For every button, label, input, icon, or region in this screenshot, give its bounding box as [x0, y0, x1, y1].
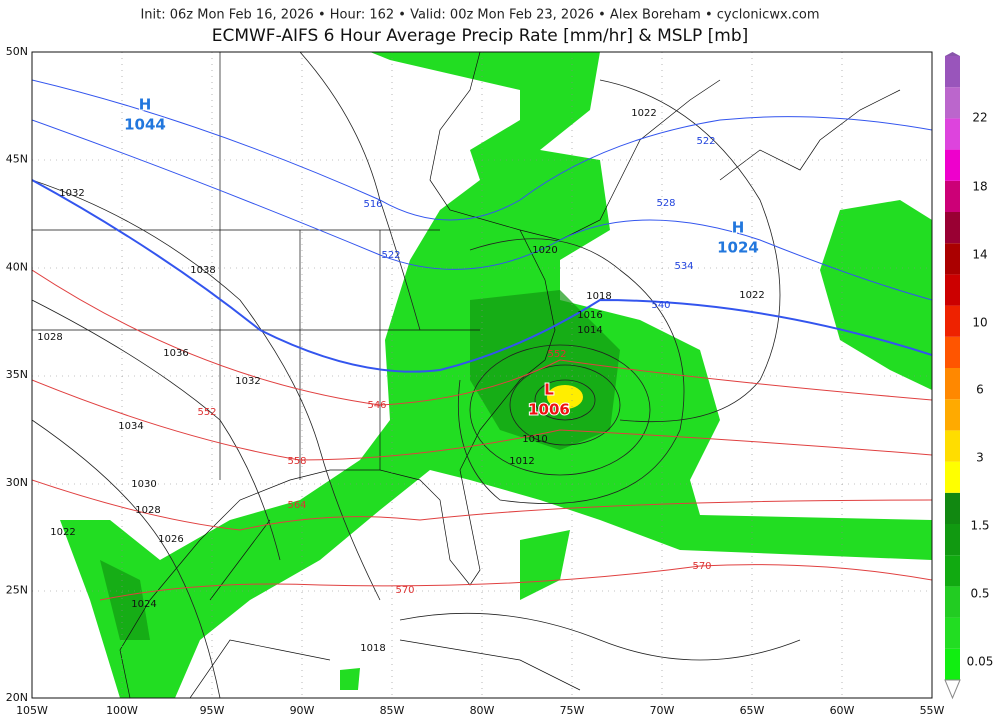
colorbar-label: 6 [976, 383, 984, 397]
colorbar-swatch [945, 648, 960, 680]
isobar-label: 1010 [522, 434, 547, 445]
thickness-label: 546 [367, 400, 386, 411]
colorbar-swatch [945, 617, 960, 649]
colorbar-swatch [945, 555, 960, 587]
isobar-label: 1030 [131, 479, 156, 490]
thickness-label: 558 [287, 456, 306, 467]
colorbar-swatch [945, 524, 960, 556]
colorbar-label: 14 [972, 248, 987, 262]
colorbar-swatch [945, 492, 960, 524]
thickness-label: 540 [651, 300, 670, 311]
thickness-label: 570 [692, 561, 711, 572]
colorbar-label: 10 [972, 316, 987, 330]
lon-label: 65W [740, 704, 765, 717]
isobar-label: 1024 [131, 599, 156, 610]
isobar-label: 1018 [586, 291, 611, 302]
colorbar-swatch [945, 149, 960, 181]
lon-label: 80W [470, 704, 495, 717]
isobar-label: 1018 [360, 643, 385, 654]
thickness-label: 528 [656, 198, 675, 209]
lat-label: 40N [6, 260, 28, 273]
lon-label: 60W [830, 704, 855, 717]
colorbar-swatch [945, 586, 960, 618]
isobar-label: 1028 [37, 332, 62, 343]
isobar-label: 1032 [59, 188, 84, 199]
colorbar: 0.05 0.5 1.5 3 6 10 14 18 22 [944, 52, 994, 700]
colorbar-swatch [945, 274, 960, 306]
pressure-center-value: 1044 [124, 116, 166, 134]
thickness-label: 570 [395, 585, 414, 596]
lat-label: 20N [6, 691, 28, 704]
colorbar-swatch [945, 87, 960, 119]
thickness-label: 552 [547, 349, 566, 360]
colorbar-label: 3 [976, 451, 984, 465]
isobar-label: 1020 [532, 245, 557, 256]
colorbar-swatch [945, 368, 960, 400]
lon-label: 85W [380, 704, 405, 717]
title: ECMWF-AIFS 6 Hour Average Precip Rate [m… [212, 26, 749, 46]
isobar-label: 1022 [50, 527, 75, 538]
colorbar-swatch [945, 56, 960, 88]
lon-label: 95W [200, 704, 225, 717]
lon-label: 105W [16, 704, 48, 717]
pressure-center-value: 1006 [528, 401, 570, 419]
isobar-label: 1032 [235, 376, 260, 387]
lon-label: 55W [920, 704, 945, 717]
lat-label: 50N [6, 45, 28, 58]
isobar-label: 1026 [158, 534, 183, 545]
colorbar-swatch [945, 212, 960, 244]
colorbar-swatch [945, 118, 960, 150]
colorbar-label: 1.5 [970, 519, 989, 533]
lon-label: 100W [106, 704, 138, 717]
isobar-label: 1014 [577, 325, 602, 336]
lat-label: 35N [6, 368, 28, 381]
pressure-center-letter: H [139, 96, 152, 114]
colorbar-swatch [945, 180, 960, 212]
isobar-label: 1036 [163, 348, 188, 359]
thickness-label: 564 [287, 500, 306, 511]
pressure-center-letter: L [544, 381, 554, 399]
thickness-label: 552 [197, 407, 216, 418]
lon-label: 75W [560, 704, 585, 717]
colorbar-label: 0.05 [967, 655, 994, 669]
colorbar-swatch [945, 399, 960, 431]
isobar-label: 1022 [631, 108, 656, 119]
pressure-center-letter: H [732, 219, 745, 237]
pressure-center-value: 1024 [717, 239, 759, 257]
isobar-label: 1022 [739, 290, 764, 301]
info-line: Init: 06z Mon Feb 16, 2026 • Hour: 162 •… [140, 8, 819, 23]
lat-label: 45N [6, 153, 28, 166]
isobar-label: 1016 [577, 310, 602, 321]
thickness-label: 522 [696, 136, 715, 147]
map-area [32, 52, 932, 698]
lat-label: 30N [6, 476, 28, 489]
thickness-label: 534 [674, 261, 693, 272]
thickness-label: 522 [381, 250, 400, 261]
colorbar-swatch [945, 461, 960, 493]
map-frame [31, 51, 933, 699]
colorbar-label: 22 [972, 111, 987, 125]
isobar-label: 1028 [135, 505, 160, 516]
colorbar-swatch [945, 430, 960, 462]
colorbar-end [944, 679, 961, 700]
colorbar-swatch [945, 336, 960, 368]
colorbar-label: 0.5 [970, 587, 989, 601]
isobar-label: 1012 [509, 456, 534, 467]
thickness-label: 516 [363, 199, 382, 210]
colorbar-swatch [945, 305, 960, 337]
colorbar-swatch [945, 243, 960, 275]
lon-label: 70W [650, 704, 675, 717]
colorbar-label: 18 [972, 180, 987, 194]
lon-label: 90W [290, 704, 315, 717]
isobar-label: 1034 [118, 421, 143, 432]
isobar-label: 1038 [190, 265, 215, 276]
colorbar-end [945, 52, 960, 56]
lat-label: 25N [6, 584, 28, 597]
